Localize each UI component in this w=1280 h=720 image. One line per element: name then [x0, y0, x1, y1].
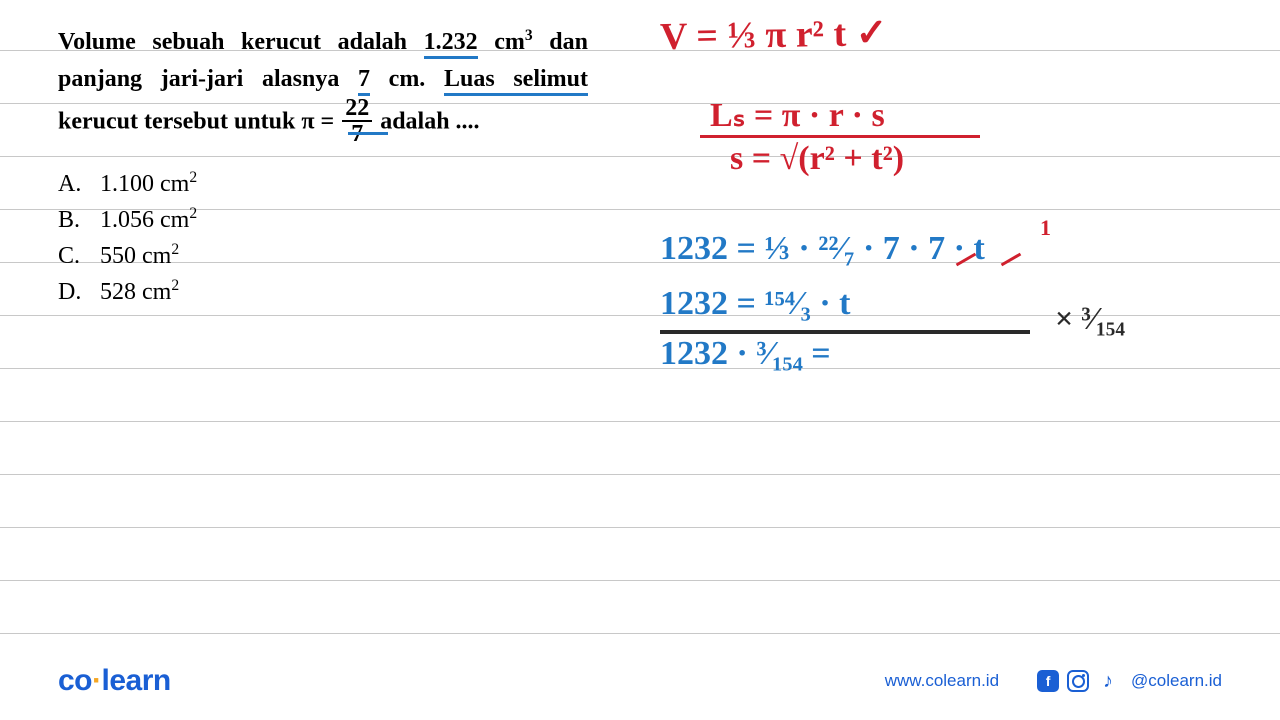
option-text: 528 cm2	[100, 274, 179, 310]
brand-logo: co·learn	[58, 664, 171, 698]
hw-cancel-1: 1	[1040, 215, 1051, 241]
option-d: D. 528 cm2	[58, 274, 588, 310]
hw-multiply: × ³⁄₁₅₄	[1055, 300, 1125, 337]
hw-formula-s: s = √(r² + t²)	[730, 140, 904, 178]
option-letter: C.	[58, 238, 84, 274]
q-line1-post: cm	[478, 29, 525, 55]
option-a: A. 1.100 cm2	[58, 166, 588, 202]
q-underline-volume: 1.232	[424, 29, 478, 59]
q-line1-sup: 3	[525, 27, 533, 44]
logo-co: co	[58, 664, 92, 697]
q-line2-pre: panjang jari-jari alasnya	[58, 66, 358, 92]
option-letter: A.	[58, 166, 84, 202]
logo-learn: learn	[102, 664, 171, 697]
q-line3-post: adalah ....	[374, 109, 479, 135]
option-b: B. 1.056 cm2	[58, 202, 588, 238]
footer: co·learn www.colearn.id f ♪ @colearn.id	[0, 664, 1280, 698]
hw-strike-7b	[1001, 253, 1022, 267]
option-text: 1.100 cm2	[100, 166, 197, 202]
logo-dot: ·	[92, 664, 102, 697]
q-line3-pre: kerucut tersebut untuk π =	[58, 109, 340, 135]
option-c: C. 550 cm2	[58, 238, 588, 274]
footer-url: www.colearn.id	[885, 671, 999, 691]
tiktok-icon: ♪	[1097, 670, 1119, 692]
hw-formula-volume: V = ⅓ π r² t ✓	[660, 10, 888, 59]
instagram-icon	[1067, 670, 1089, 692]
hw-calc-3: 1232 · ³⁄₁₅₄ =	[660, 335, 831, 373]
q-line1-pre: Volume sebuah kerucut adalah	[58, 29, 424, 55]
q-underline-radius: 7	[358, 66, 370, 96]
q-line2-post: cm.	[370, 66, 444, 92]
option-letter: B.	[58, 202, 84, 238]
hw-red-line	[700, 135, 980, 138]
question-block: Volume sebuah kerucut adalah 1.232 cm3 d…	[58, 24, 588, 310]
social-icons: f ♪ @colearn.id	[1037, 670, 1222, 692]
q-underline-luas: Luas selimut	[444, 66, 588, 96]
pi-fraction: 227	[342, 96, 372, 146]
option-letter: D.	[58, 274, 84, 310]
hw-calc-1: 1232 = ⅓ · ²²⁄₇ · 7 · 7 · t	[660, 230, 985, 268]
facebook-icon: f	[1037, 670, 1059, 692]
question-text: Volume sebuah kerucut adalah 1.232 cm3 d…	[58, 24, 588, 148]
q-line1-end: dan	[533, 29, 588, 55]
option-text: 550 cm2	[100, 238, 179, 274]
frac-num: 22	[342, 96, 372, 122]
hw-calc-2: 1232 = ¹⁵⁴⁄₃ · t	[660, 285, 851, 323]
option-text: 1.056 cm2	[100, 202, 197, 238]
answer-options: A. 1.100 cm2 B. 1.056 cm2 C. 550 cm2 D. 528 …	[58, 166, 588, 310]
hw-division-line	[660, 330, 1030, 334]
social-handle: @colearn.id	[1131, 671, 1222, 691]
hw-formula-ls: Lₛ = π · r · s	[710, 95, 885, 135]
